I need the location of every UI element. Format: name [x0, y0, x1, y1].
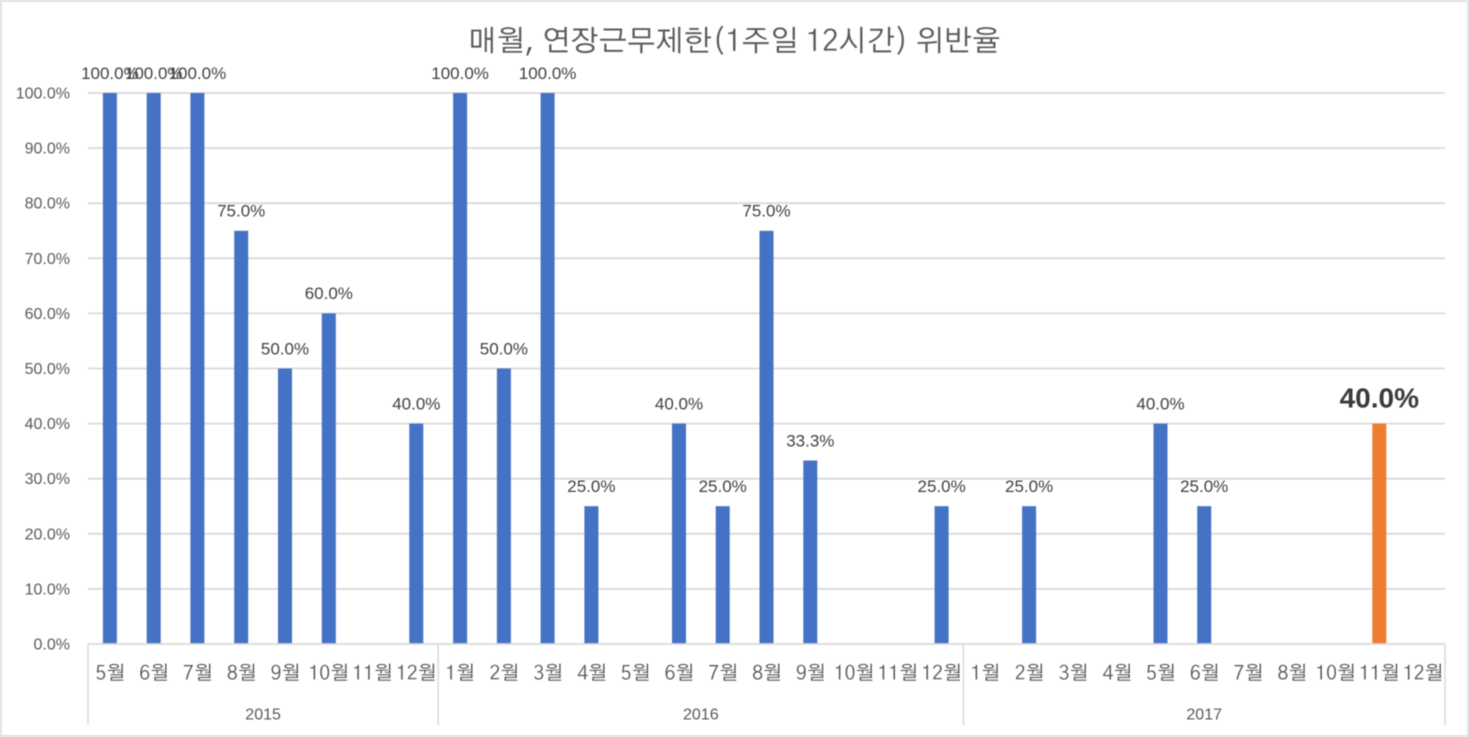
svg-text:75.0%: 75.0% [217, 202, 265, 221]
svg-text:100.0%: 100.0% [519, 64, 577, 83]
svg-text:0.0%: 0.0% [34, 637, 70, 654]
svg-text:100.0%: 100.0% [431, 64, 489, 83]
svg-text:25.0%: 25.0% [1180, 477, 1228, 496]
svg-text:80.0%: 80.0% [25, 196, 70, 213]
svg-text:70.0%: 70.0% [25, 251, 70, 268]
svg-text:100.0%: 100.0% [16, 86, 70, 103]
svg-text:33.3%: 33.3% [786, 431, 834, 450]
svg-text:50.0%: 50.0% [261, 339, 309, 358]
svg-text:20.0%: 20.0% [25, 526, 70, 543]
svg-text:25.0%: 25.0% [699, 477, 747, 496]
svg-text:2015: 2015 [245, 707, 281, 724]
svg-text:40.0%: 40.0% [1136, 394, 1184, 413]
svg-text:75.0%: 75.0% [742, 202, 790, 221]
svg-text:25.0%: 25.0% [567, 477, 615, 496]
svg-text:25.0%: 25.0% [917, 477, 965, 496]
svg-text:25.0%: 25.0% [1005, 477, 1053, 496]
svg-text:30.0%: 30.0% [25, 471, 70, 488]
svg-text:10.0%: 10.0% [25, 581, 70, 598]
svg-text:50.0%: 50.0% [480, 339, 528, 358]
svg-text:50.0%: 50.0% [25, 361, 70, 378]
svg-text:40.0%: 40.0% [1340, 382, 1419, 413]
svg-text:100.0%: 100.0% [125, 64, 183, 83]
svg-text:100.0%: 100.0% [81, 64, 139, 83]
svg-text:40.0%: 40.0% [655, 394, 703, 413]
svg-text:100.0%: 100.0% [169, 64, 227, 83]
svg-text:40.0%: 40.0% [25, 416, 70, 433]
svg-text:40.0%: 40.0% [392, 394, 440, 413]
svg-text:2017: 2017 [1186, 707, 1222, 724]
svg-text:60.0%: 60.0% [25, 306, 70, 323]
svg-text:2016: 2016 [683, 707, 719, 724]
svg-text:60.0%: 60.0% [305, 284, 353, 303]
svg-text:90.0%: 90.0% [25, 141, 70, 158]
